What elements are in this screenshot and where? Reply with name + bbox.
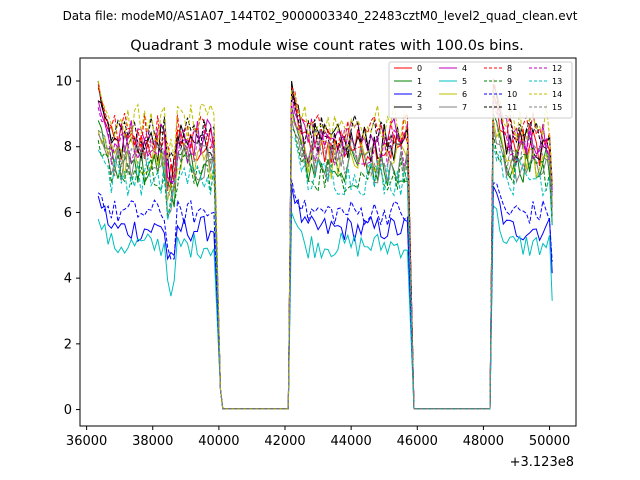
legend-label-12: 12 [552,64,562,73]
series-line-15 [97,118,553,410]
legend-label-7: 7 [462,103,467,112]
x-tick-label: 38000 [132,434,173,449]
x-tick-label: 40000 [198,434,239,449]
chart-title: Quadrant 3 module wise count rates with … [130,38,524,54]
series-line-13 [97,136,553,410]
chart-suptitle: Data file: modeM0/AS1A07_144T02_90000033… [63,9,578,23]
legend-box [388,61,573,119]
series-line-9 [97,125,553,410]
y-tick-label: 8 [64,140,72,155]
y-axis: 0 2 4 6 8 10 [55,75,80,418]
plot-frame [79,57,577,427]
legend-label-2: 2 [417,90,422,99]
series-line-6 [97,113,553,410]
x-tick-label: 36000 [66,434,107,449]
legend-label-13: 13 [552,77,562,86]
series-line-10 [97,179,553,410]
series-line-5 [97,204,553,410]
y-tick-label: 2 [64,337,72,352]
series-line-7 [97,120,553,410]
legend-label-4: 4 [462,64,467,73]
legend-label-0: 0 [417,64,422,73]
y-tick-label: 10 [55,75,72,90]
legend-label-9: 9 [507,77,512,86]
legend-label-8: 8 [507,64,512,73]
legend-label-14: 14 [552,90,562,99]
x-tick-label: 50000 [529,434,570,449]
y-tick-label: 4 [64,272,72,287]
x-tick-label: 44000 [330,434,371,449]
legend-label-6: 6 [462,90,467,99]
legend-label-3: 3 [417,103,422,112]
x-tick-label: 42000 [264,434,305,449]
legend-label-1: 1 [417,77,422,86]
x-offset-label: +3.123e8 [510,455,574,470]
legend-label-15: 15 [552,103,562,112]
legend-label-11: 11 [507,103,517,112]
y-tick-label: 6 [64,206,72,221]
y-tick-label: 0 [64,403,72,418]
legend-label-10: 10 [507,90,517,99]
legend-label-5: 5 [462,77,467,86]
x-tick-label: 46000 [397,434,438,449]
x-axis: 36000 38000 40000 42000 44000 46000 48000 50000 [66,426,570,449]
x-tick-label: 48000 [463,434,504,449]
series-line-2 [97,185,553,410]
